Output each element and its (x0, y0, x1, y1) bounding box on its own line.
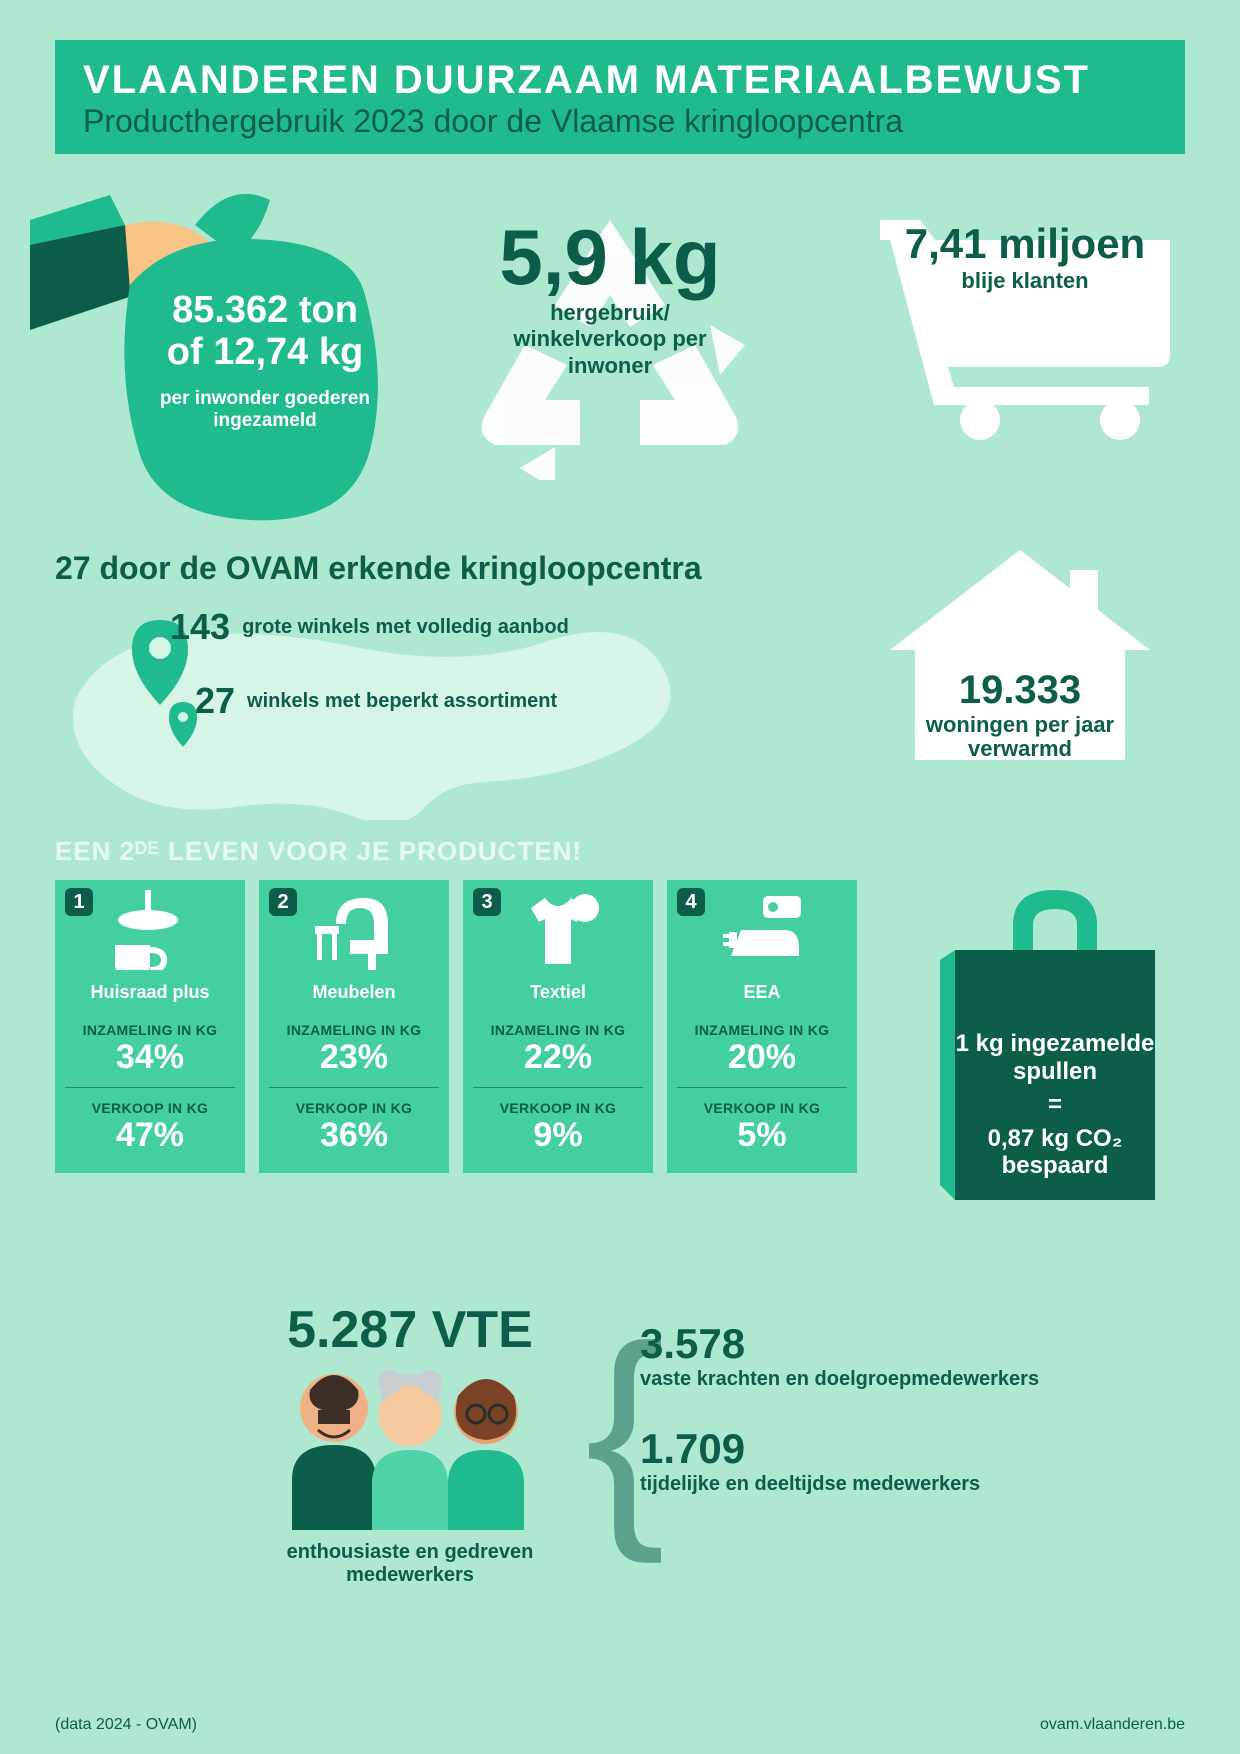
collection-value-2: of 12,74 kg (135, 332, 395, 374)
collection-sub: per inwonder goederen ingezameld (135, 388, 395, 434)
divider (677, 1087, 847, 1088)
footer-left: (data 2024 - OVAM) (55, 1716, 197, 1734)
vte-stat: 5.287 VTE enthousiaste en gedreven medew… (230, 1300, 590, 1587)
permanent-count: 3.578 (640, 1320, 1039, 1368)
category-cards: 1 Huisraad plus INZAMELING IN KG 34% VER… (55, 880, 857, 1173)
inz-pct: 34% (65, 1038, 235, 1077)
card-number: 2 (269, 888, 297, 916)
inz-label: INZAMELING IN KG (269, 1022, 439, 1038)
footer-right: ovam.vlaanderen.be (1040, 1716, 1185, 1734)
house-icon: 19.333 woningen per jaar verwarmd (870, 550, 1170, 765)
ver-label: VERKOOP IN KG (473, 1100, 643, 1116)
co2-line1: 1 kg ingezamelde spullen (956, 1030, 1155, 1085)
inz-pct: 23% (269, 1038, 439, 1077)
reuse-value: 5,9 kg (480, 218, 740, 296)
reuse-stat: 5,9 kg hergebruik/ winkelverkoop per inw… (430, 200, 790, 480)
page-title: VLAANDEREN DUURZAAM MATERIAALBEWUST (83, 58, 1157, 103)
inz-label: INZAMELING IN KG (677, 1022, 847, 1038)
stores-small: 27 winkels met beperkt assortiment (195, 680, 557, 722)
card-meubelen: 2 Meubelen INZAMELING IN KG 23% VERKOOP … (259, 880, 449, 1173)
temporary-count: 1.709 (640, 1425, 1039, 1473)
large-stores-label: grote winkels met volledig aanbod (242, 616, 569, 639)
ver-pct: 47% (65, 1116, 235, 1155)
people-icon (230, 1360, 590, 1535)
page-subtitle: Producthergebruik 2023 door de Vlaamse k… (83, 103, 1157, 140)
divider (473, 1087, 643, 1088)
homes-value: 19.333 (890, 668, 1150, 713)
large-stores-count: 143 (170, 606, 230, 648)
collection-bag-icon: 85.362 ton of 12,74 kg per inwonder goed… (30, 190, 390, 530)
collection-value-1: 85.362 ton (135, 290, 395, 332)
vte-value: 5.287 VTE (230, 1300, 590, 1360)
ver-pct: 36% (269, 1116, 439, 1155)
ver-label: VERKOOP IN KG (269, 1100, 439, 1116)
customers-sub: blije klanten (890, 268, 1160, 294)
inz-label: INZAMELING IN KG (473, 1022, 643, 1038)
second-life-title: EEN 2ᴰᴱ LEVEN VOOR JE PRODUCTEN! (55, 836, 582, 867)
customers-stat: 7,41 miljoen blije klanten (890, 220, 1160, 294)
co2-line2: 0,87 kg CO₂ bespaard (988, 1125, 1123, 1180)
centers-title: 27 door de OVAM erkende kringloopcentra (55, 550, 702, 587)
footer: (data 2024 - OVAM) ovam.vlaanderen.be (55, 1716, 1185, 1734)
card-huisraad: 1 Huisraad plus INZAMELING IN KG 34% VER… (55, 880, 245, 1173)
customers-value: 7,41 miljoen (890, 220, 1160, 268)
small-stores-label: winkels met beperkt assortiment (247, 690, 557, 713)
inz-pct: 20% (677, 1038, 847, 1077)
homes-sub: woningen per jaar verwarmd (890, 713, 1150, 761)
equals: = (950, 1091, 1160, 1119)
ver-label: VERKOOP IN KG (65, 1100, 235, 1116)
collection-stat: 85.362 ton of 12,74 kg per inwonder goed… (135, 290, 395, 433)
card-name: Meubelen (269, 982, 439, 1010)
card-eea: 4 EEA INZAMELING IN KG 20% VERKOOP IN KG… (667, 880, 857, 1173)
card-name: Huisraad plus (65, 982, 235, 1010)
divider (269, 1087, 439, 1088)
inz-label: INZAMELING IN KG (65, 1022, 235, 1038)
card-name: Textiel (473, 982, 643, 1010)
card-number: 3 (473, 888, 501, 916)
vte-sub: enthousiaste en gedreven medewerkers (230, 1541, 590, 1587)
stores-large: 143 grote winkels met volledig aanbod (170, 606, 569, 648)
ver-pct: 9% (473, 1116, 643, 1155)
reuse-sub: hergebruik/ winkelverkoop per inwoner (480, 300, 740, 379)
divider (65, 1087, 235, 1088)
temporary-label: tijdelijke en deeltijdse medewerkers (640, 1473, 1039, 1496)
co2-stat: 1 kg ingezamelde spullen = 0,87 kg CO₂ b… (950, 1030, 1160, 1180)
permanent-label: vaste krachten en doelgroepmedewerkers (640, 1368, 1039, 1391)
vte-breakdown: 3.578 vaste krachten en doelgroepmedewer… (640, 1320, 1039, 1530)
ver-label: VERKOOP IN KG (677, 1100, 847, 1116)
card-textiel: 3 Textiel INZAMELING IN KG 22% VERKOOP I… (463, 880, 653, 1173)
header-bar: VLAANDEREN DUURZAAM MATERIAALBEWUST Prod… (55, 40, 1185, 154)
small-stores-count: 27 (195, 680, 235, 722)
card-number: 4 (677, 888, 705, 916)
inz-pct: 22% (473, 1038, 643, 1077)
card-number: 1 (65, 888, 93, 916)
ver-pct: 5% (677, 1116, 847, 1155)
card-name: EEA (677, 982, 847, 1010)
